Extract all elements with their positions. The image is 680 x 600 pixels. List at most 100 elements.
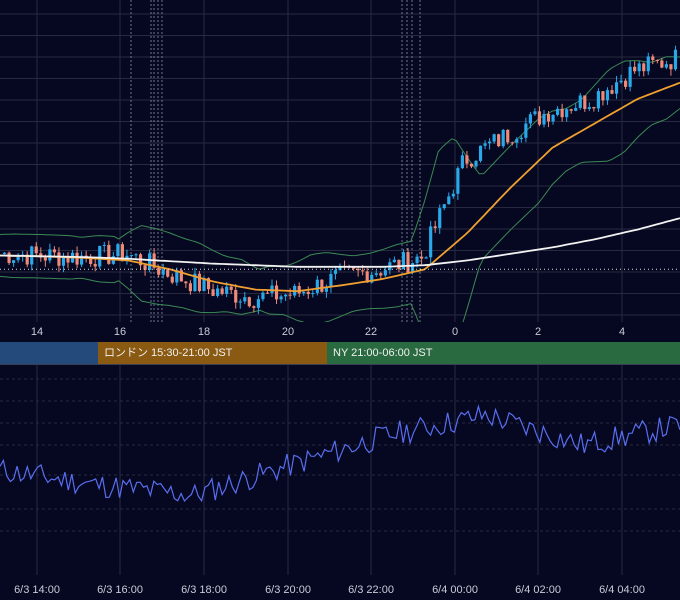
candle-body	[48, 249, 52, 261]
candle-body	[2, 252, 7, 255]
candle-body	[642, 63, 646, 72]
candle-body	[225, 286, 229, 294]
candle-body	[243, 297, 247, 302]
candle-body	[297, 286, 301, 294]
candle-body	[488, 141, 492, 144]
candle-body	[333, 270, 338, 274]
candle-body	[460, 155, 464, 169]
candle-body	[560, 108, 564, 118]
candle-body	[206, 278, 211, 290]
oscillator-pane[interactable]	[0, 364, 680, 575]
time-tick-label: 6/3 20:00	[265, 584, 311, 596]
candle-body	[655, 59, 659, 61]
candle-body	[261, 292, 265, 300]
candle-body	[270, 285, 274, 293]
candle-body	[89, 257, 93, 264]
candle-body	[578, 95, 582, 108]
candle-body	[134, 254, 138, 256]
candle-body	[193, 273, 197, 292]
time-tick-label: 6/4 02:00	[515, 584, 561, 596]
candle-body	[52, 249, 56, 253]
candle-body	[238, 301, 242, 303]
candle-body	[306, 291, 310, 295]
session-bar: ロンドン 15:30-21:00 JST NY 21:00-06:00 JST	[0, 342, 680, 364]
candle-body	[229, 286, 233, 290]
candle-body	[116, 244, 120, 257]
candle-body	[392, 259, 396, 263]
candle-body	[374, 273, 378, 275]
candle-body	[265, 292, 270, 294]
candle-body	[596, 91, 600, 109]
candle-body	[669, 64, 673, 70]
time-tick-label: 4	[618, 326, 626, 338]
candle-body	[556, 108, 560, 115]
candle-body	[12, 260, 16, 263]
candle-body	[646, 56, 650, 72]
candle-body	[424, 257, 428, 259]
candle-body	[338, 266, 342, 271]
time-tick-label: 6/3 22:00	[348, 584, 394, 596]
candle-body	[361, 270, 365, 272]
time-tick-label: 16	[113, 326, 127, 338]
candle-body	[352, 267, 356, 269]
candle-body	[660, 60, 664, 68]
candle-body	[39, 253, 43, 258]
candle-body	[379, 273, 383, 276]
candle-body	[587, 107, 591, 109]
candle-body	[614, 82, 619, 94]
candle-body	[161, 269, 165, 275]
price-grid	[0, 0, 680, 322]
candle-body	[501, 129, 505, 147]
candle-body	[610, 90, 614, 94]
time-axis-bottom: 6/3 14:00 6/3 16:00 6/3 18:00 6/3 20:00 6/3 …	[0, 574, 680, 600]
candle-body	[633, 66, 637, 72]
bollinger-lower	[0, 108, 680, 365]
candle-body	[628, 66, 632, 87]
candle-body	[324, 286, 328, 292]
candle-body	[406, 252, 410, 273]
candle-body	[546, 114, 551, 122]
price-chart[interactable]	[0, 0, 680, 365]
candle-body	[601, 91, 605, 101]
candle-body	[510, 142, 514, 144]
candle-body	[664, 64, 668, 68]
candle-body	[34, 246, 38, 254]
candle-body	[478, 145, 483, 161]
candle-body	[57, 252, 61, 266]
time-axis-top: 14 16 18 20 22 0 2 4	[0, 322, 680, 342]
candle-body	[102, 244, 106, 246]
candle-body	[438, 208, 442, 229]
time-tick-label: 6/3 16:00	[97, 584, 143, 596]
candle-body	[415, 256, 419, 264]
candle-body	[524, 123, 528, 138]
time-tick-label: 14	[30, 326, 44, 338]
oscillator-line	[0, 404, 680, 503]
candle-body	[166, 269, 170, 277]
candle-body	[483, 143, 487, 146]
candle-body	[80, 255, 84, 265]
candle-body	[16, 255, 20, 261]
candle-body	[93, 263, 97, 267]
session-newyork: NY 21:00-06:00 JST	[327, 342, 680, 364]
candle-body	[211, 289, 215, 296]
candle-body	[120, 244, 124, 262]
bollinger-upper	[0, 56, 680, 270]
candle-body	[61, 256, 66, 266]
candle-body	[383, 270, 387, 276]
candle-body	[651, 56, 655, 60]
candle-body	[429, 226, 433, 258]
candle-body	[129, 254, 134, 256]
candle-body	[311, 292, 315, 295]
candle-body	[456, 168, 460, 194]
candle-body	[302, 291, 306, 294]
price-chart-pane[interactable]	[0, 0, 680, 365]
candle-body	[197, 273, 202, 292]
candle-body	[497, 134, 501, 147]
osc-grid	[0, 365, 680, 575]
candle-body	[401, 252, 406, 270]
candle-body	[528, 114, 532, 124]
candle-body	[442, 204, 446, 209]
candle-body	[542, 114, 546, 125]
oscillator-chart[interactable]	[0, 365, 680, 575]
candle-body	[184, 281, 188, 284]
